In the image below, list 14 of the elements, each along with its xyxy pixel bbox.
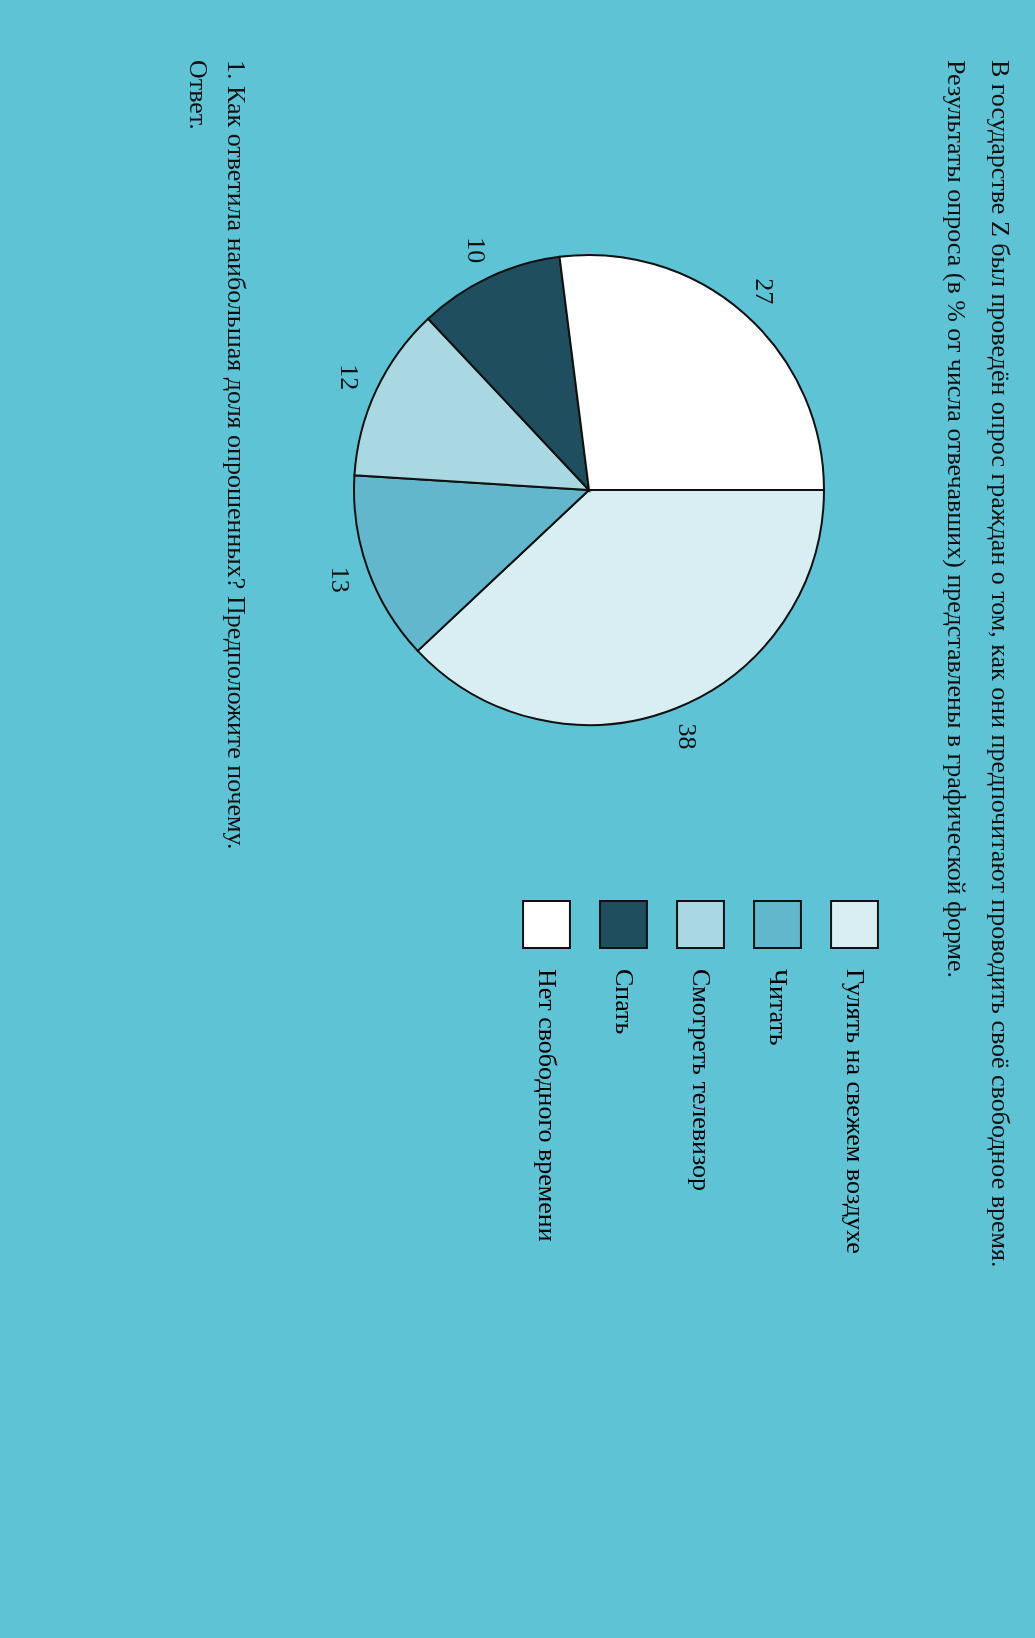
- data-label: 27: [750, 278, 780, 305]
- text: 1. Как ответила наибольшая доля опрошенных? Предположите почему.: [221, 60, 251, 852]
- legend-label: Смотреть телевизор: [686, 969, 716, 1192]
- legend-label: Спать: [609, 969, 639, 1035]
- text: В государстве Z был проведён опрос граждан о том, как они предпочитают проводить своё свободное время.: [985, 60, 1015, 1270]
- data-label: 13: [325, 566, 355, 593]
- legend-label: Читать: [763, 969, 793, 1046]
- legend-label: Нет свободного времени: [532, 969, 562, 1242]
- legend-label: Гулять на свежем воздухе: [840, 969, 870, 1254]
- data-label: 38: [672, 723, 702, 750]
- data-label: 10: [462, 237, 492, 264]
- text: Ответ.: [183, 60, 213, 132]
- data-label: 12: [335, 364, 365, 391]
- text: Результаты опроса (в % от числа отвечавших) представлены в графической форме.: [941, 60, 971, 981]
